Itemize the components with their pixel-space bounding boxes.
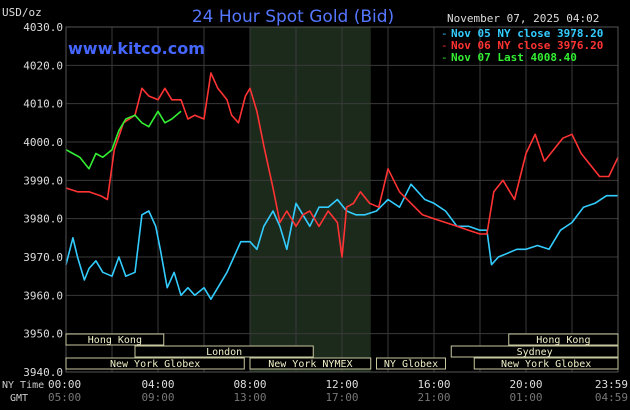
session-bar xyxy=(65,357,245,370)
session-bar xyxy=(450,345,619,358)
x-tick-gmt: 21:00 xyxy=(417,391,450,404)
y-unit-label: USD/oz xyxy=(2,6,42,19)
plot-frame xyxy=(65,26,619,373)
session-label: Hong Kong xyxy=(88,335,142,346)
ny-time-label: NY Time xyxy=(2,380,44,391)
chart-title: 24 Hour Spot Gold (Bid) xyxy=(192,7,394,27)
nymex-session-shading xyxy=(250,27,371,372)
session-label: New York Globex xyxy=(501,359,591,370)
legend-dash-nov07: - xyxy=(441,51,448,64)
x-tick-ny: 23:59 xyxy=(595,378,628,391)
y-tick-label: 3960.0 xyxy=(23,289,63,302)
y-tick-label: 4000.0 xyxy=(23,136,63,149)
y-axis-ticks: 4030.0 4020.0 4010.0 4000.0 3990.0 3980.0 3970… xyxy=(23,21,63,379)
session-label: Sydney xyxy=(517,347,553,358)
legend: Nov 05 NY close 3978.20 Nov 06 NY close … xyxy=(441,27,603,64)
series-lines xyxy=(65,72,619,301)
x-tick-gmt: 05:00 xyxy=(48,391,81,404)
session-bar xyxy=(473,357,619,370)
x-tick-ny: 12:00 xyxy=(325,378,358,391)
y-tick-label: 3950.0 xyxy=(23,328,63,341)
session-bar xyxy=(65,333,165,346)
legend-nov07: Nov 07 Last 4008.40 xyxy=(451,51,577,64)
gmt-label: GMT xyxy=(10,393,28,404)
x-tick-gmt: 01:00 xyxy=(509,391,542,404)
y-tick-label: 3940.0 xyxy=(23,366,63,379)
y-tick-label: 4010.0 xyxy=(23,98,63,111)
x-tick-ny: 04:00 xyxy=(141,378,174,391)
y-tick-label: 4020.0 xyxy=(23,59,63,72)
legend-dash-nov05: - xyxy=(441,27,448,40)
y-tick-label: 4030.0 xyxy=(23,21,63,34)
session-label: NY Globex xyxy=(384,359,438,370)
x-tick-gmt: 17:00 xyxy=(325,391,358,404)
x-tick-gmt: 13:00 xyxy=(233,391,266,404)
session-bar xyxy=(249,357,372,370)
x-tick-ny: 20:00 xyxy=(509,378,542,391)
session-label: London xyxy=(206,347,242,358)
legend-dash-nov06: - xyxy=(441,39,448,52)
kitco-watermark: www.kitco.com xyxy=(68,39,205,58)
x-tick-ny: 00:00 xyxy=(48,378,81,391)
y-tick-label: 3970.0 xyxy=(23,251,63,264)
session-bar xyxy=(508,333,619,346)
series-line-1 xyxy=(65,72,619,258)
legend-nov05: Nov 05 NY close 3978.20 xyxy=(451,27,603,40)
session-label: New York Globex xyxy=(110,359,200,370)
session-label: New York NYMEX xyxy=(268,359,352,370)
y-tick-label: 3990.0 xyxy=(23,174,63,187)
market-sessions: Hong Kong London New York Globex New York N… xyxy=(65,333,619,370)
x-tick-ny: 16:00 xyxy=(417,378,450,391)
legend-nov06: Nov 06 NY close 3976.20 xyxy=(451,39,603,52)
y-tick-label: 3980.0 xyxy=(23,213,63,226)
session-bar xyxy=(376,357,446,370)
x-tick-gmt: 09:00 xyxy=(141,391,174,404)
timestamp: November 07, 2025 04:02 xyxy=(447,12,599,25)
session-bar xyxy=(134,345,314,358)
series-line-0 xyxy=(65,183,618,301)
x-tick-ny: 08:00 xyxy=(233,378,266,391)
x-tick-gmt: 04:59 xyxy=(595,391,628,404)
series-line-2 xyxy=(65,110,182,170)
session-label: Hong Kong xyxy=(536,335,590,346)
